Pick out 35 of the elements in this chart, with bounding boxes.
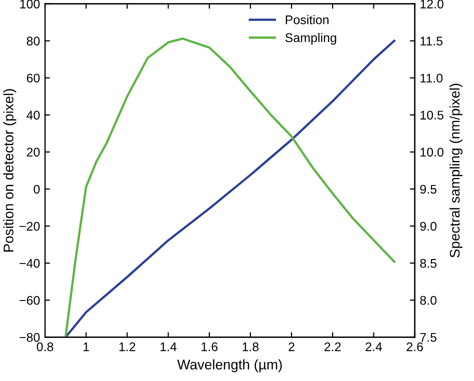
y-tick-label: −40 (20, 258, 40, 268)
y-tick-label: 80 (26, 36, 40, 46)
x-axis-title: Wavelength (µm) (177, 359, 282, 372)
x-tick-label: 2.2 (324, 342, 341, 352)
y-tick-label: 100 (20, 0, 40, 8)
y2-tick-label: 9.5 (420, 184, 436, 194)
x-tick-label: 2.6 (406, 342, 423, 352)
y2-tick-label: 9.0 (420, 222, 436, 231)
x-tick-label: 0.8 (36, 342, 54, 352)
y-tick-label: 60 (26, 74, 40, 83)
x-tick-label: 2.4 (366, 342, 382, 352)
legend-label: Sampling (285, 32, 336, 45)
y2-tick-label: 11.0 (420, 74, 443, 83)
y2-tick-label: 10.5 (420, 110, 444, 120)
y2-axis-title: Spectral sampling (nm/pixel) (449, 84, 462, 258)
x-tick-label: 1.8 (242, 342, 259, 352)
y2-tick-label: 8.0 (420, 296, 436, 305)
x-tick-label: 2 (288, 342, 294, 352)
x-tick-label: 1.4 (160, 342, 177, 352)
y2-tick-label: 11.5 (420, 36, 442, 46)
y-tick-label: 40 (26, 110, 40, 120)
x-tick-label: 1 (84, 342, 89, 352)
y-tick-label: −60 (20, 296, 40, 305)
y-axis-title: Position on detector (pixel) (3, 89, 16, 252)
y2-tick-label: 8.5 (420, 258, 436, 268)
y-tick-label: −80 (20, 332, 40, 342)
legend-label: Position (286, 15, 328, 24)
x-tick-label: 1.2 (119, 342, 136, 352)
y2-tick-label: 10.0 (420, 148, 444, 157)
y-tick-label: 20 (26, 148, 40, 157)
y2-tick-label: 12.0 (420, 0, 444, 8)
y-tick-label: 0 (34, 184, 40, 194)
y2-tick-label: 7.5 (420, 333, 436, 342)
x-tick-label: 1.6 (202, 342, 218, 352)
y-tick-label: −20 (20, 222, 40, 231)
